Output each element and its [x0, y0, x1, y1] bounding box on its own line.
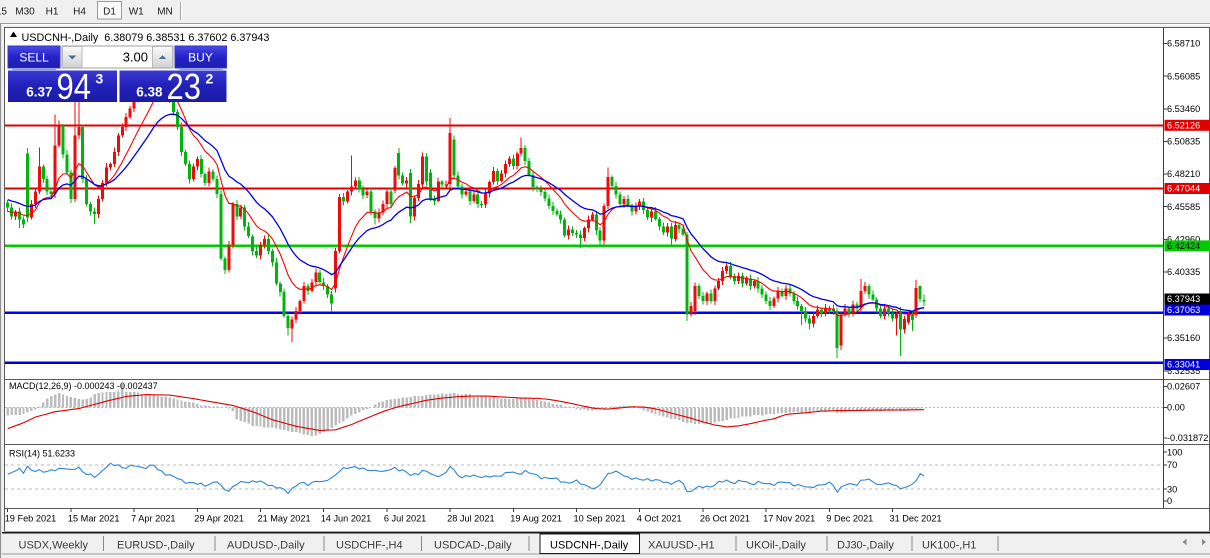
svg-text:XAUUSD-,H1: XAUUSD-,H1 — [648, 540, 715, 552]
svg-text:RSI(14) 51.6233: RSI(14) 51.6233 — [9, 449, 75, 459]
svg-text:D1: D1 — [103, 7, 116, 18]
svg-text:-0.031872: -0.031872 — [1167, 433, 1208, 443]
svg-text:23: 23 — [167, 66, 202, 107]
svg-text:4 Oct 2021: 4 Oct 2021 — [637, 514, 682, 524]
svg-text:6.33041: 6.33041 — [1167, 360, 1200, 370]
svg-text:30: 30 — [1167, 484, 1177, 494]
svg-text:6.40335: 6.40335 — [1167, 267, 1200, 277]
svg-text:6.38: 6.38 — [136, 85, 163, 100]
svg-text:EURUSD-,Daily: EURUSD-,Daily — [117, 540, 195, 552]
svg-text:9 Dec 2021: 9 Dec 2021 — [826, 514, 873, 524]
svg-text:USDX,Weekly: USDX,Weekly — [19, 540, 89, 552]
svg-text:MN: MN — [157, 7, 173, 18]
svg-text:6.56085: 6.56085 — [1167, 71, 1200, 81]
svg-text:6.37063: 6.37063 — [1167, 305, 1200, 315]
svg-text:6.42960: 6.42960 — [1167, 234, 1200, 244]
svg-text:W1: W1 — [129, 7, 144, 18]
svg-text:6.50835: 6.50835 — [1167, 137, 1200, 147]
svg-text:H4: H4 — [73, 7, 86, 18]
svg-text:UKOil-,Daily: UKOil-,Daily — [746, 540, 806, 552]
svg-text:0: 0 — [1167, 496, 1172, 506]
svg-text:MACD(12,26,9) -0.000243 -0.002: MACD(12,26,9) -0.000243 -0.002437 — [9, 381, 158, 391]
svg-text:21 May 2021: 21 May 2021 — [258, 514, 311, 524]
svg-text:0.02607: 0.02607 — [1167, 382, 1200, 392]
svg-text:3.00: 3.00 — [123, 50, 148, 65]
svg-text:USDCAD-,Daily: USDCAD-,Daily — [434, 540, 512, 552]
svg-text:6.32535: 6.32535 — [1167, 366, 1200, 376]
svg-text:6.37943: 6.37943 — [1167, 294, 1200, 304]
svg-text:6 Jul 2021: 6 Jul 2021 — [384, 514, 426, 524]
svg-text:19 Aug 2021: 19 Aug 2021 — [510, 514, 562, 524]
svg-text:USDCNH-,Daily: USDCNH-,Daily — [550, 540, 629, 552]
svg-text:H1: H1 — [46, 7, 59, 18]
svg-text:17 Nov 2021: 17 Nov 2021 — [763, 514, 815, 524]
svg-text:29 Apr 2021: 29 Apr 2021 — [194, 514, 244, 524]
svg-text:USDCHF-,H4: USDCHF-,H4 — [336, 540, 403, 552]
svg-text:28 Jul 2021: 28 Jul 2021 — [447, 514, 495, 524]
svg-text:USDCNH-,Daily 6.38079 6.38531: USDCNH-,Daily 6.38079 6.38531 6.37602 6.… — [22, 32, 270, 44]
svg-text:M30: M30 — [15, 7, 35, 18]
svg-text:6.48210: 6.48210 — [1167, 169, 1200, 179]
svg-text:M15: M15 — [0, 7, 7, 18]
svg-text:100: 100 — [1167, 447, 1182, 457]
svg-text:10 Sep 2021: 10 Sep 2021 — [574, 514, 626, 524]
svg-text:15 Mar 2021: 15 Mar 2021 — [68, 514, 120, 524]
svg-text:BUY: BUY — [188, 51, 213, 65]
svg-text:6.42424: 6.42424 — [1167, 241, 1200, 251]
svg-text:6.58710: 6.58710 — [1167, 39, 1200, 49]
svg-text:6.45585: 6.45585 — [1167, 202, 1200, 212]
svg-text:94: 94 — [57, 66, 92, 107]
svg-text:AUDUSD-,Daily: AUDUSD-,Daily — [227, 540, 305, 552]
svg-text:31 Dec 2021: 31 Dec 2021 — [890, 514, 942, 524]
svg-text:3: 3 — [96, 71, 104, 87]
svg-text:2: 2 — [206, 71, 214, 87]
svg-text:DJ30-,Daily: DJ30-,Daily — [837, 540, 894, 552]
svg-text:6.37: 6.37 — [26, 85, 52, 100]
svg-text:26 Oct 2021: 26 Oct 2021 — [700, 514, 750, 524]
svg-text:14 Jun 2021: 14 Jun 2021 — [321, 514, 372, 524]
svg-text:UK100-,H1: UK100-,H1 — [922, 540, 976, 552]
svg-text:6.52126: 6.52126 — [1167, 121, 1200, 131]
svg-text:19 Feb 2021: 19 Feb 2021 — [5, 514, 57, 524]
svg-text:0.00: 0.00 — [1167, 403, 1185, 413]
svg-text:6.47044: 6.47044 — [1167, 184, 1200, 194]
svg-text:70: 70 — [1167, 460, 1177, 470]
svg-text:6.35160: 6.35160 — [1167, 333, 1200, 343]
svg-text:6.53460: 6.53460 — [1167, 104, 1200, 114]
svg-text:7 Apr 2021: 7 Apr 2021 — [131, 514, 175, 524]
svg-text:SELL: SELL — [19, 51, 49, 65]
